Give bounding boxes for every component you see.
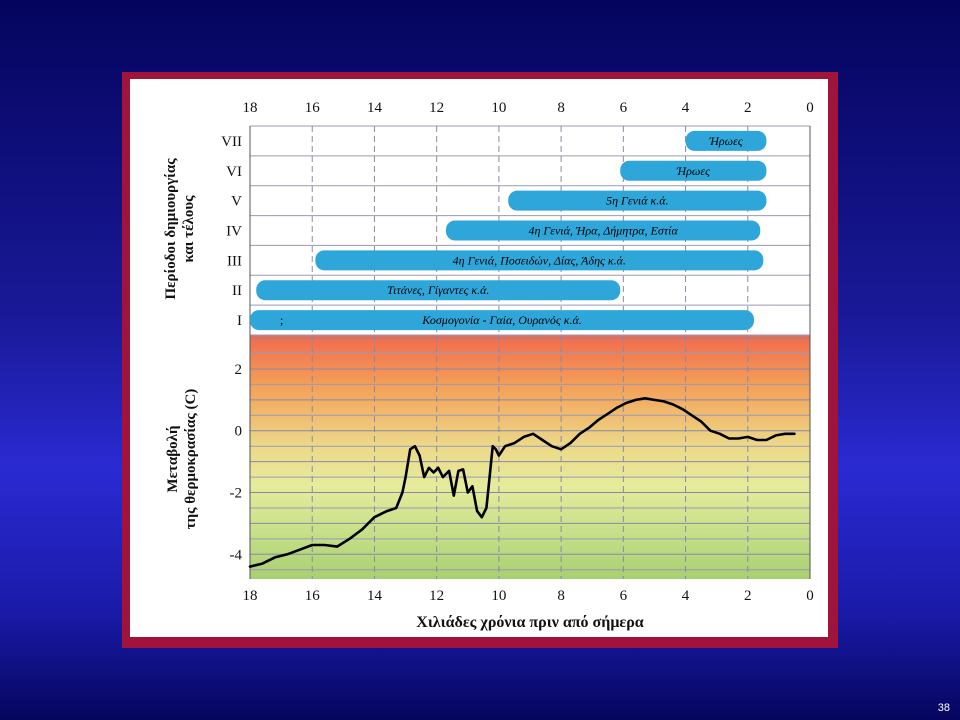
x-tick-label-bottom: 8 xyxy=(557,588,565,604)
timeline-bar-label: 4η Γενιά, Ποσειδών, Δίας, Άδης κ.ά. xyxy=(453,253,626,267)
timeline-bar-label: Ήρωες xyxy=(676,164,710,178)
period-label: VII xyxy=(221,134,242,150)
combined-chart: Κοσμογονία - Γαία, Ουρανός κ.ά.; Τιτάνες,… xyxy=(163,100,814,631)
timeline-bar-label: Ήρωες xyxy=(708,134,742,148)
period-label: II xyxy=(232,283,242,299)
x-tick-label-top: 16 xyxy=(305,100,321,116)
x-tick-label-bottom: 4 xyxy=(682,588,690,604)
x-tick-label-bottom: 16 xyxy=(305,588,321,604)
timeline-bar-marker: ; xyxy=(280,313,283,327)
period-label: VI xyxy=(226,164,242,180)
timeline-bar-label: 5η Γενιά κ.ά. xyxy=(606,194,669,208)
x-tick-label-bottom: 10 xyxy=(491,588,506,604)
period-label: III xyxy=(227,253,242,269)
timeline-bar xyxy=(508,190,767,211)
timeline-bar xyxy=(256,280,621,301)
x-tick-label-top: 14 xyxy=(367,100,383,116)
x-tick-label-top: 6 xyxy=(620,100,628,116)
x-tick-label-top: 2 xyxy=(744,100,752,116)
period-label: IV xyxy=(226,224,242,240)
timeline-bar xyxy=(250,310,754,331)
x-tick-label-top: 18 xyxy=(243,100,258,116)
y-tick-label: -4 xyxy=(230,547,243,563)
x-tick-label-bottom: 6 xyxy=(620,588,628,604)
temperature-axis-title: Μεταβολή της θερμοκρασίας (C) xyxy=(165,389,199,530)
y-tick-label: -2 xyxy=(230,486,243,502)
figure-frame: Κοσμογονία - Γαία, Ουρανός κ.ά.; Τιτάνες,… xyxy=(122,72,838,648)
timeline-bar xyxy=(620,160,767,181)
x-tick-label-top: 0 xyxy=(806,100,814,116)
y-tick-label: 2 xyxy=(235,362,243,378)
x-tick-label-bottom: 18 xyxy=(243,588,258,604)
y-tick-label: 0 xyxy=(235,424,243,440)
timeline-bar xyxy=(685,130,767,151)
x-tick-label-top: 12 xyxy=(429,100,444,116)
x-tick-label-bottom: 2 xyxy=(744,588,752,604)
figure-panel: Κοσμογονία - Γαία, Ουρανός κ.ά.; Τιτάνες,… xyxy=(130,79,828,637)
x-tick-label-bottom: 14 xyxy=(367,588,383,604)
period-label: I xyxy=(237,313,242,329)
timeline-bar-label: Κοσμογονία - Γαία, Ουρανός κ.ά. xyxy=(421,313,582,327)
timeline-bar xyxy=(446,220,761,241)
x-tick-label-bottom: 12 xyxy=(429,588,444,604)
timeline-axis-title: Περίοδοι δημιουργίας και τέλους xyxy=(163,158,197,300)
slide-number: 38 xyxy=(937,702,950,714)
timeline-bar-label: Τιτάνες, Γίγαντες κ.ά. xyxy=(387,283,489,297)
timeline-bar xyxy=(315,250,764,271)
x-tick-label-bottom: 0 xyxy=(806,588,814,604)
period-label: V xyxy=(231,194,242,210)
temperature-series-line xyxy=(248,397,796,568)
timeline-bar-label: 4η Γενιά, Ήρα, Δήμητρα, Εστία xyxy=(528,224,678,238)
x-tick-label-top: 10 xyxy=(491,100,506,116)
x-tick-label-top: 4 xyxy=(682,100,690,116)
x-axis-title: Χιλιάδες χρόνια πριν από σήμερα xyxy=(416,614,644,631)
temperature-background xyxy=(250,335,810,579)
x-tick-label-top: 8 xyxy=(557,100,565,116)
